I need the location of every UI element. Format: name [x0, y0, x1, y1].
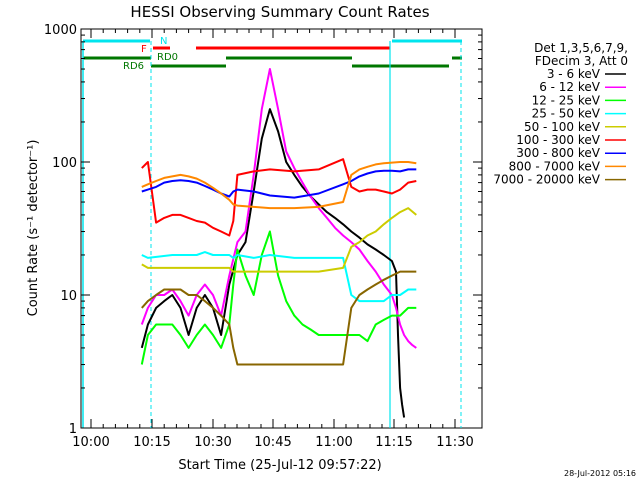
series-line — [141, 251, 417, 303]
series-line — [141, 168, 417, 199]
legend-entry-label: 800 - 7000 keV — [509, 159, 601, 173]
x-tick-label: 11:30 — [436, 435, 473, 450]
x-tick-label: 11:15 — [375, 435, 412, 450]
legend-entry-label: 300 - 800 keV — [516, 146, 600, 160]
y-tick-label: 100 — [52, 156, 77, 171]
x-tick-label: 11:00 — [315, 435, 352, 450]
x-tick-label: 10:15 — [133, 435, 170, 450]
plot-frame — [80, 28, 483, 429]
series-line — [140, 108, 406, 418]
annotation-rd0: RD0 — [157, 52, 178, 63]
series-line — [141, 161, 417, 210]
y-tick-label: 1 — [69, 422, 77, 437]
legend-entry-label: 12 - 25 keV — [532, 93, 601, 107]
legend-entry-label: 100 - 300 keV — [516, 133, 600, 147]
y-tick-label: 10 — [60, 289, 77, 304]
annotation-f: F — [141, 44, 147, 55]
legend-entry-label: 6 - 12 keV — [539, 80, 601, 94]
legend-entry-label: 7000 - 20000 keV — [493, 173, 600, 187]
plot-layer: 10:00 10:15 10:30 10:45 11:00 11:15 11:30 1 10 10… — [44, 23, 626, 450]
legend-entry-label: 25 - 50 keV — [532, 107, 601, 121]
series-line — [141, 207, 417, 273]
legend-entry-label: 3 - 6 keV — [547, 67, 601, 81]
y-axis-label: Count Rate (s⁻¹ detector⁻¹) — [26, 140, 41, 317]
series-line — [140, 230, 417, 365]
legend-entry-label: 50 - 100 keV — [524, 120, 601, 134]
x-axis-label: Start Time (25-Jul-12 09:57:22) — [178, 458, 381, 473]
x-tick-label: 10:00 — [72, 435, 109, 450]
x-tick-label: 10:45 — [254, 435, 291, 450]
series-line — [141, 270, 417, 366]
chart-title: HESSI Observing Summary Count Rates — [130, 3, 429, 21]
x-tick-label: 10:30 — [194, 435, 231, 450]
timestamp: 28-Jul-2012 05:16 — [564, 469, 636, 478]
legend-header-line-1: Det 1,3,5,6,7,9, — [534, 41, 628, 55]
annotation-n: N — [160, 36, 167, 47]
series-line — [141, 158, 417, 237]
annotation-rd6: RD6 — [123, 61, 144, 72]
y-tick-label: 1000 — [44, 23, 77, 38]
legend-header-line-2: FDecim 3, Att 0 — [535, 54, 628, 68]
series-line — [140, 68, 417, 349]
